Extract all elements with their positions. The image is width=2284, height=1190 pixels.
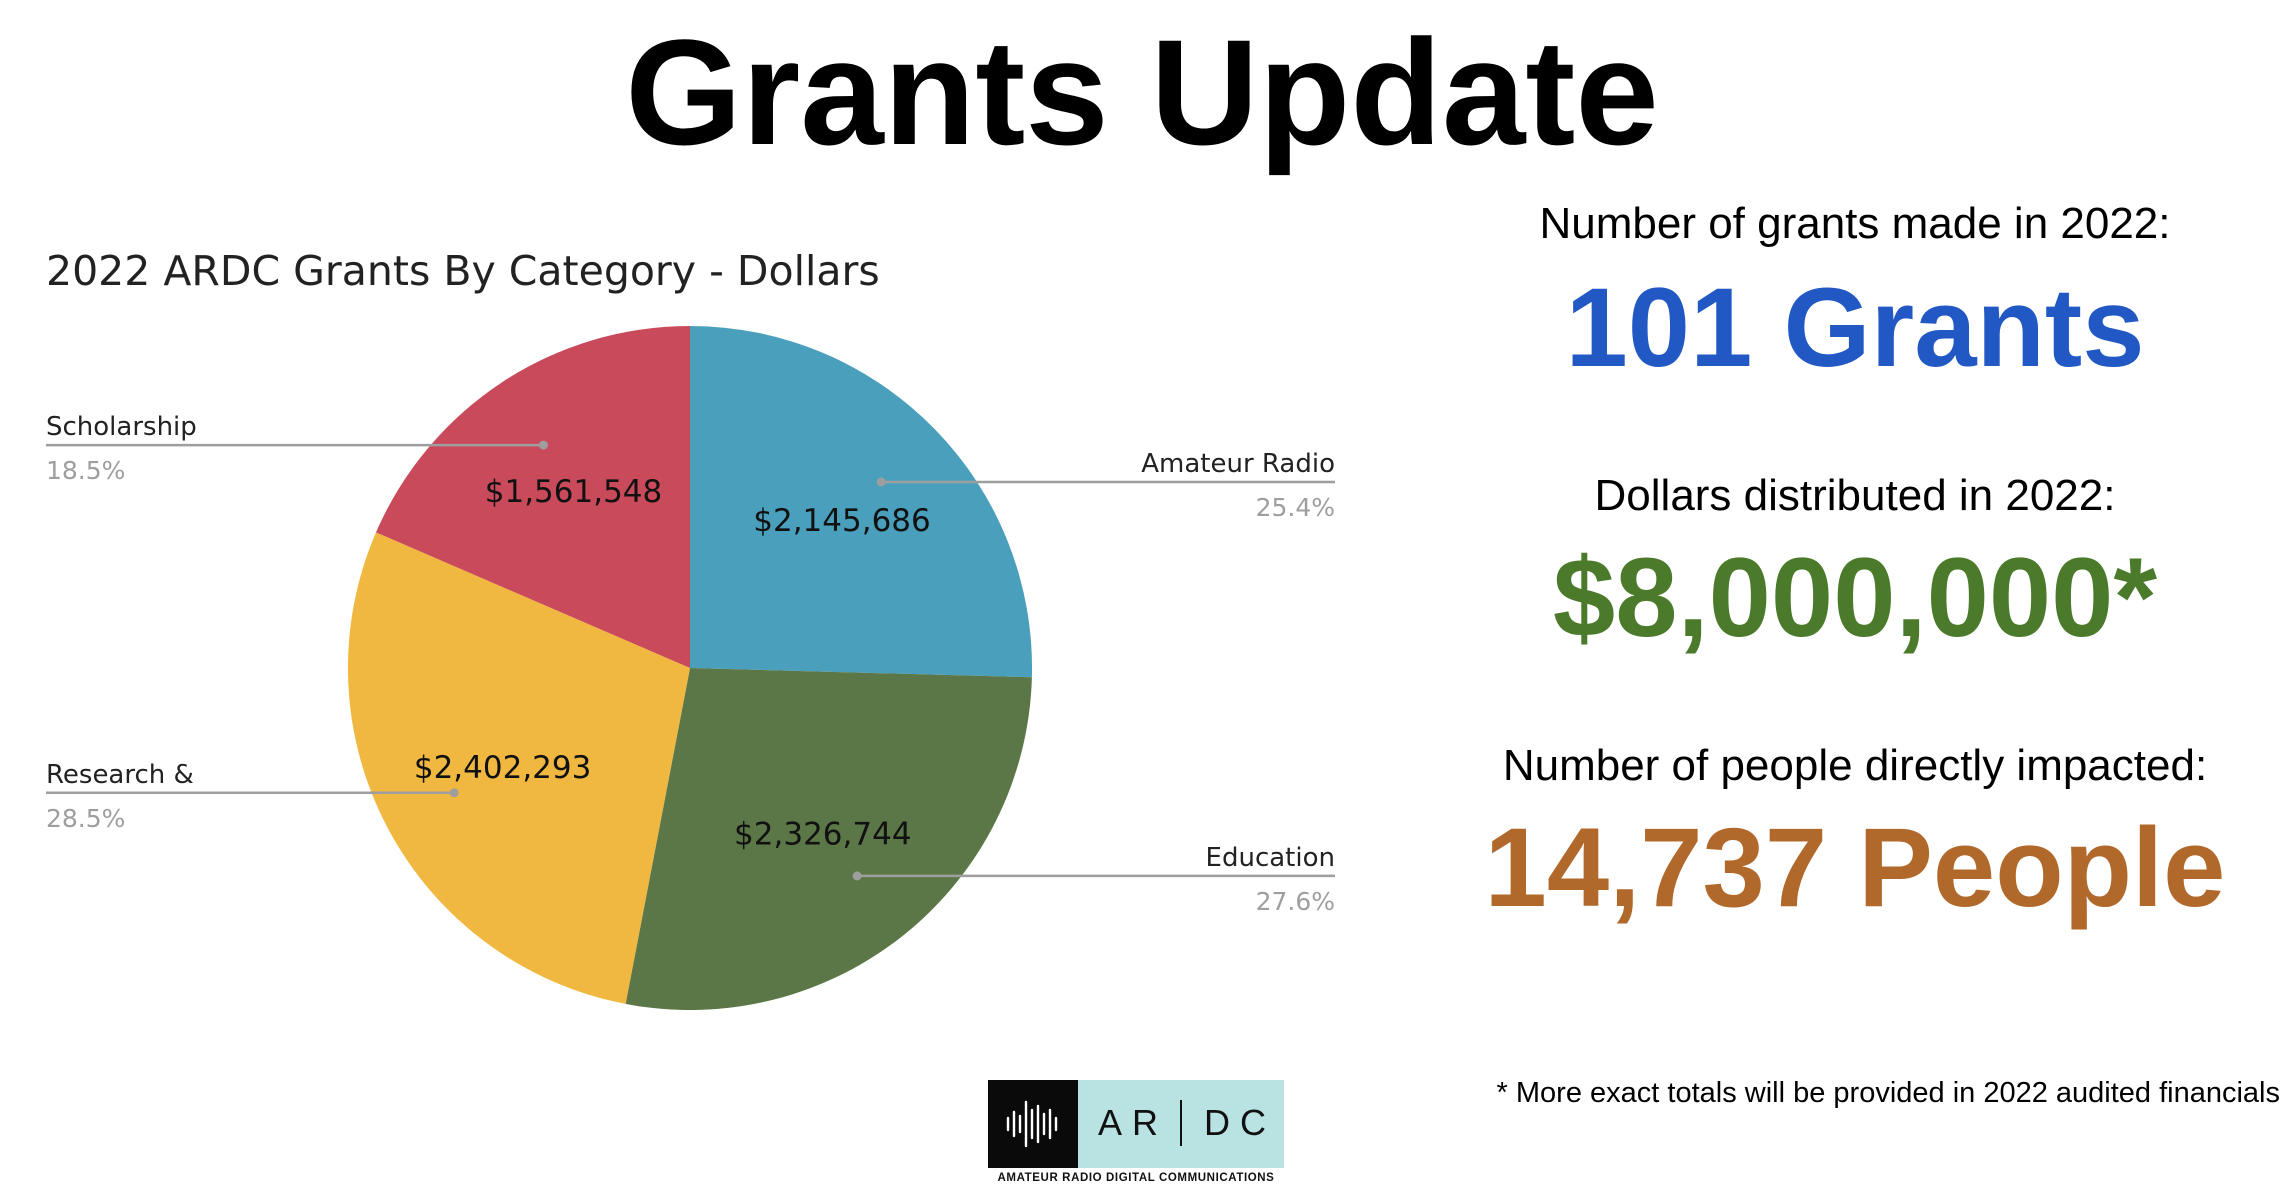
grants-count-label: Number of grants made in 2022: — [1539, 199, 2171, 248]
slice-value-research: $2,402,293 — [414, 750, 592, 786]
slice-value-scholarship: $1,561,548 — [485, 474, 663, 510]
waveform-icon — [988, 1080, 1078, 1168]
logo-divider — [1180, 1100, 1183, 1146]
chart-title: 2022 ARDC Grants By Category - Dollars — [46, 247, 880, 295]
people-impacted-label: Number of people directly impacted: — [1502, 741, 2208, 790]
ardc-logo: AR DC AMATEUR RADIO DIGITAL COMMUNICATIO… — [988, 1080, 1284, 1190]
slice-value-education: $2,326,744 — [734, 816, 912, 852]
dollars-distributed-value: $8,000,000* — [1552, 535, 2158, 660]
pie-chart: 2022 ARDC Grants By Category - Dollars $… — [46, 247, 1335, 1011]
legend-label-education: Education — [1206, 843, 1335, 873]
legend-label-research: Research & — [46, 760, 194, 790]
pie-slice-scholarship — [376, 326, 690, 668]
logo-wordmark-right: DC — [1204, 1102, 1277, 1143]
legend-percent-education: 27.6% — [1256, 887, 1335, 916]
dollars-distributed-label: Dollars distributed in 2022: — [1594, 471, 2116, 520]
legend-label-scholarship: Scholarship — [46, 412, 197, 442]
pie-slice-amateur-radio — [690, 326, 1033, 678]
logo-wordmark: AR DC — [1098, 1098, 1276, 1148]
logo-wordmark-left: AR — [1098, 1102, 1169, 1143]
people-impacted-value: 14,737 People — [1484, 805, 2226, 930]
pie-slice-research — [347, 532, 690, 1004]
footnote: * More exact totals will be provided in … — [1496, 1077, 2280, 1109]
legend-percent-amateur-radio: 25.4% — [1256, 493, 1335, 522]
legend-percent-scholarship: 18.5% — [46, 456, 125, 485]
grants-count-value: 101 Grants — [1565, 265, 2145, 390]
pie-slice-education — [625, 668, 1032, 1011]
logo-tagline: AMATEUR RADIO DIGITAL COMMUNICATIONS — [997, 1172, 1275, 1184]
slice-value-amateur-radio: $2,145,686 — [753, 503, 931, 539]
legend-label-amateur-radio: Amateur Radio — [1141, 449, 1335, 479]
page-title: Grants Update — [625, 8, 1659, 176]
legend-percent-research: 28.5% — [46, 804, 125, 833]
